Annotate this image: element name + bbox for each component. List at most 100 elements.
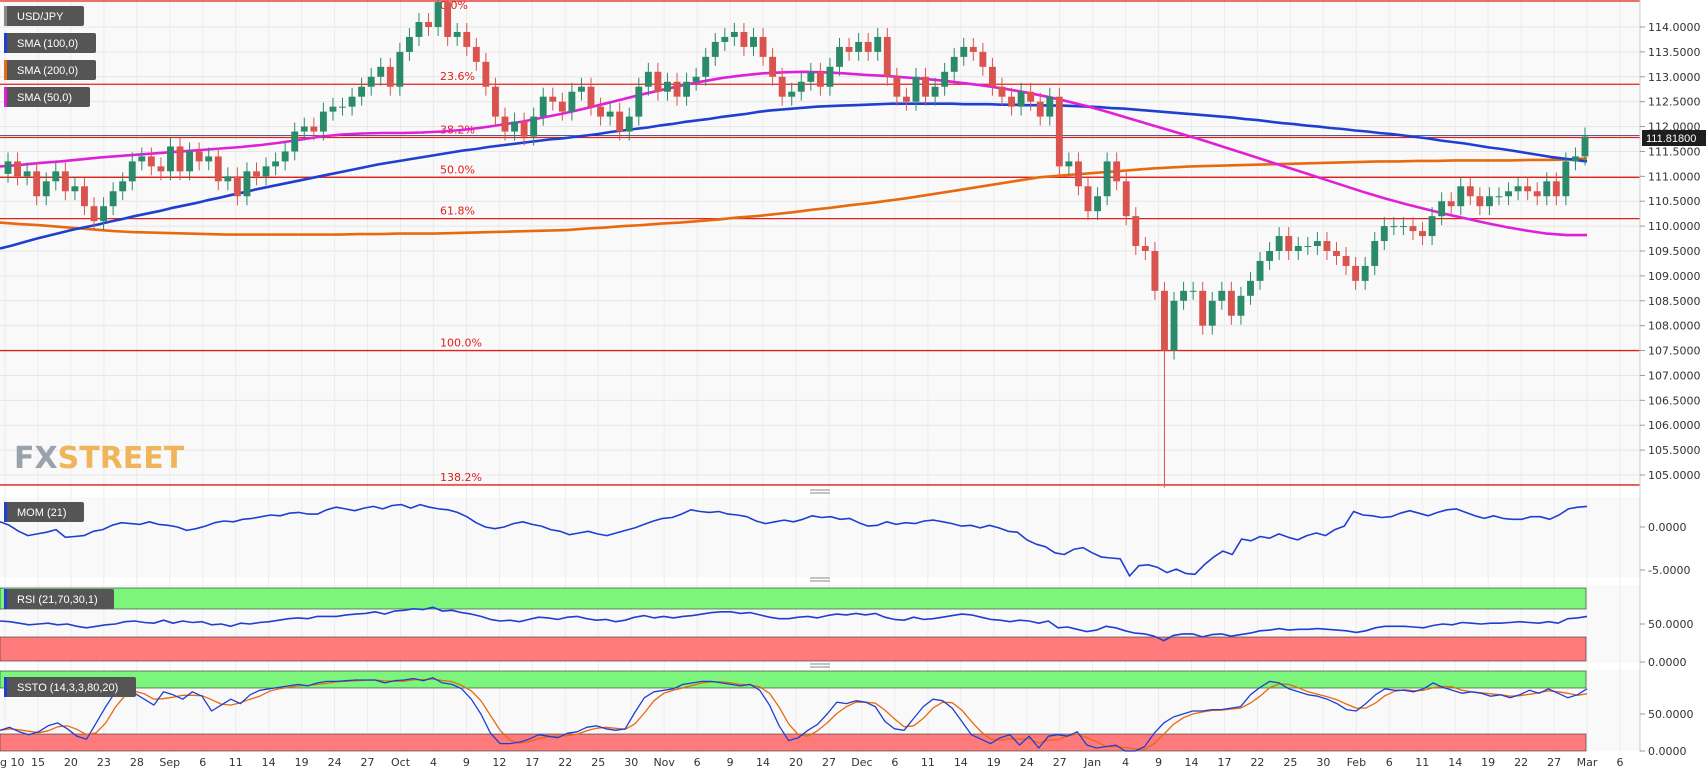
candle-body	[568, 91, 576, 112]
candle-body	[530, 116, 538, 137]
x-tick-label: 12	[492, 756, 506, 769]
candle-body	[1227, 290, 1235, 316]
x-tick-label: 17	[1217, 756, 1231, 769]
legend-symbol[interactable]: USD/JPY	[4, 6, 84, 26]
legend-sma-200-label: SMA (200,0)	[17, 65, 78, 77]
x-tick-label: 27	[1053, 756, 1067, 769]
candle-body	[1342, 255, 1350, 266]
candle-body	[1094, 196, 1102, 212]
candle-body	[167, 146, 174, 172]
x-tick-label: 14	[954, 756, 968, 769]
candle-body	[998, 86, 1006, 97]
candle-body	[367, 76, 375, 87]
candle-body	[463, 31, 471, 47]
mom-panel-bg	[0, 497, 1640, 577]
candle-body	[635, 86, 643, 117]
candle-body	[109, 191, 117, 207]
candle-body	[1428, 216, 1436, 237]
y-tick-label: 108.5000	[1648, 295, 1701, 308]
legend-sma-100[interactable]: SMA (100,0)	[4, 33, 96, 53]
y-tick-label: 112.5000	[1648, 96, 1701, 109]
x-tick-label: Feb	[1347, 756, 1366, 769]
candle-body	[1313, 241, 1321, 247]
x-tick-label: 24	[1020, 756, 1034, 769]
candle-body	[692, 76, 700, 82]
candle-body	[1285, 236, 1293, 251]
candle-body	[960, 46, 968, 57]
candle-body	[329, 106, 337, 112]
candle-body	[42, 181, 50, 197]
legend-mom[interactable]: MOM (21)	[4, 502, 84, 522]
panel-splitters[interactable]	[810, 489, 830, 668]
candle-body	[358, 86, 366, 97]
candle-body	[1084, 186, 1092, 212]
candle-body	[711, 41, 719, 57]
candle-body	[616, 111, 624, 132]
candle-body	[1189, 290, 1197, 292]
x-tick-label: 6	[891, 756, 898, 769]
candle-body	[941, 71, 949, 87]
candle-body	[1304, 246, 1312, 248]
fib-level-label: 100.0%	[440, 337, 482, 350]
candle-body	[1141, 246, 1149, 251]
candle-body	[128, 161, 136, 182]
y-tick-label: 111.5000	[1648, 145, 1701, 158]
y-tick-label: 110.0000	[1648, 220, 1701, 233]
candle-body	[100, 206, 108, 222]
candle-body	[969, 46, 977, 52]
x-tick-label: 6	[1386, 756, 1393, 769]
candle-body	[1046, 96, 1054, 117]
candle-body	[444, 2, 452, 37]
rsi-line	[0, 606, 1588, 642]
candle-body	[520, 121, 528, 137]
candle-body	[233, 176, 241, 197]
sma-100-line	[0, 102, 1588, 250]
x-tick-label: 19	[987, 756, 1001, 769]
indicator-axis-ticks: 0.0000 -5.0000 50.0000 0.0000 50.0000 0.0000	[1640, 521, 1694, 758]
candle-body	[243, 171, 251, 197]
y-tick-label: 105.5000	[1648, 444, 1701, 457]
candle-body	[52, 171, 60, 182]
candle-body	[425, 22, 432, 27]
candle-body	[988, 66, 996, 87]
candle-body	[558, 101, 566, 112]
legend-ssto[interactable]: SSTO (14,3,3,80,20)	[4, 677, 136, 697]
legend-sma-50[interactable]: SMA (50,0)	[4, 87, 90, 107]
indicator-tick-label: -5.0000	[1648, 564, 1690, 577]
candle-body	[1199, 290, 1207, 326]
x-tick-label: 15	[31, 756, 45, 769]
candle-body	[788, 91, 796, 97]
x-tick-label: 17	[525, 756, 539, 769]
candle-body	[1132, 216, 1140, 247]
candle-body	[33, 171, 41, 197]
candle-body	[1399, 226, 1407, 228]
candle-body	[702, 56, 710, 77]
candle-body	[253, 171, 260, 177]
candle-body	[1323, 241, 1331, 251]
candle-body	[1485, 196, 1493, 207]
candle-body	[578, 86, 585, 92]
candle-body	[826, 66, 834, 87]
candle-body	[1036, 101, 1044, 117]
legend-sma-200[interactable]: SMA (200,0)	[4, 60, 96, 80]
candle-body	[491, 86, 499, 117]
candle-body	[272, 161, 280, 167]
x-tick-label: 25	[591, 756, 605, 769]
legend-rsi[interactable]: RSI (21,70,30,1)	[4, 589, 114, 609]
candle-body	[71, 186, 79, 192]
x-tick-label: 9	[727, 756, 734, 769]
x-tick-label: 4	[1122, 756, 1129, 769]
ssto-d-series	[0, 678, 1588, 751]
sma-100-series	[0, 102, 1588, 250]
indicator-tick-label: 0.0000	[1648, 521, 1687, 534]
candle-body	[625, 116, 633, 132]
candle-body	[281, 151, 289, 162]
candle-body	[1371, 241, 1379, 266]
fib-level-label: 61.8%	[440, 205, 475, 218]
fib-level-label: 0.0%	[440, 0, 468, 12]
candle-body	[664, 81, 671, 92]
candle-body	[176, 146, 184, 172]
x-tick-label: Mar	[1577, 756, 1598, 769]
candle-body	[750, 36, 757, 47]
